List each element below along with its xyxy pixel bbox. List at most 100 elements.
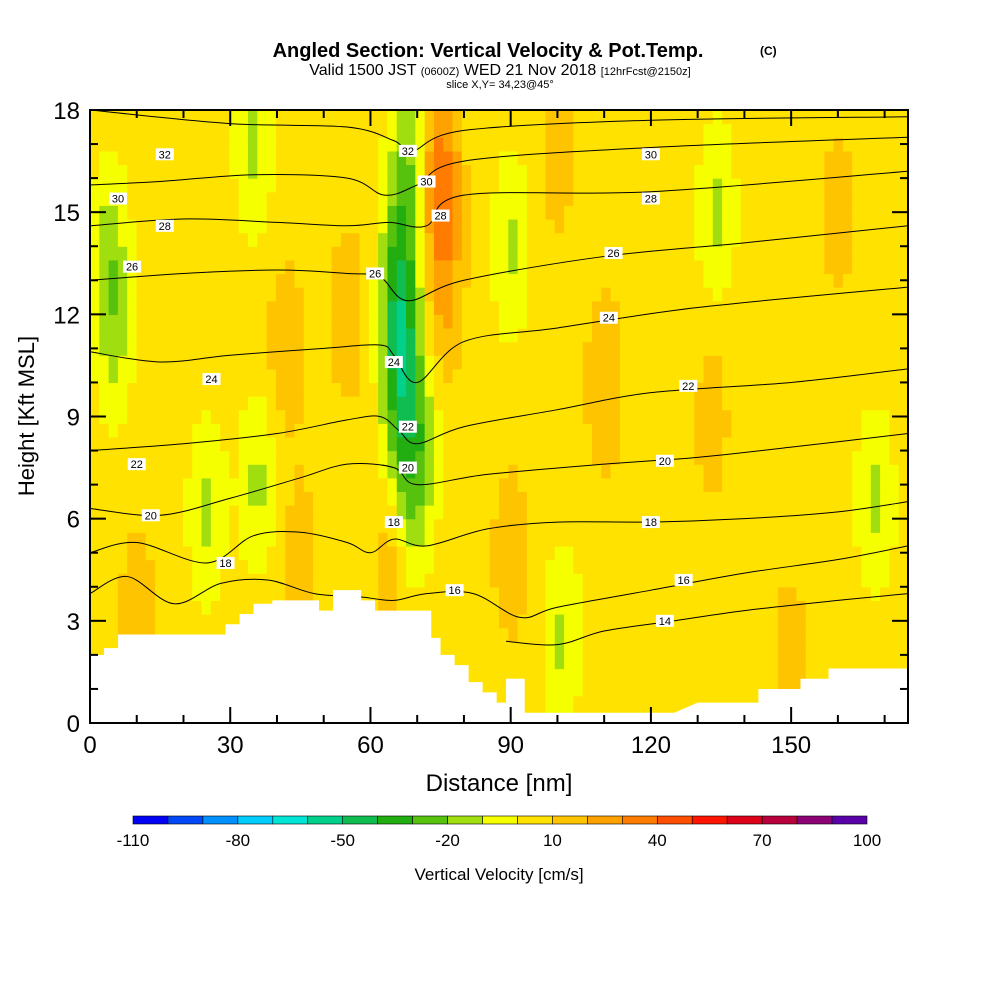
- field-cell: [787, 314, 798, 329]
- field-cell: [805, 436, 816, 452]
- field-cell: [499, 668, 509, 683]
- field-cell: [619, 327, 630, 343]
- field-cell: [749, 110, 760, 125]
- field-cell: [452, 300, 463, 315]
- field-cell: [861, 436, 872, 452]
- field-cell: [359, 205, 370, 220]
- field-cell: [517, 668, 528, 683]
- field-cell: [164, 423, 175, 438]
- field-cell: [759, 573, 770, 588]
- field-cell: [210, 300, 221, 315]
- field-cell: [805, 614, 816, 629]
- field-cell: [127, 409, 138, 424]
- field-cell: [787, 178, 798, 193]
- field-cell: [815, 396, 825, 411]
- contour-label-26: 26: [366, 267, 385, 280]
- field-cell: [117, 314, 128, 329]
- field-cell: [889, 287, 900, 302]
- field-cell: [452, 396, 463, 411]
- field-cell: [731, 314, 742, 329]
- field-cell: [489, 532, 500, 547]
- field-cell: [480, 477, 491, 493]
- field-cell: [889, 491, 900, 506]
- field-cell: [638, 573, 649, 588]
- field-cell: [731, 327, 742, 343]
- field-cell: [90, 287, 100, 302]
- field-cell: [406, 246, 416, 261]
- field-cell: [824, 164, 835, 179]
- field-cell: [861, 259, 872, 275]
- field-cell: [657, 150, 667, 166]
- field-cell: [536, 300, 547, 315]
- field-cell: [173, 396, 184, 411]
- field-cell: [591, 409, 602, 424]
- field-cell: [545, 600, 556, 615]
- field-cell: [564, 246, 574, 261]
- field-cell: [526, 300, 537, 315]
- field-cell: [815, 600, 825, 615]
- field-cell: [657, 341, 667, 356]
- field-cell: [350, 436, 361, 452]
- field-cell: [731, 191, 742, 206]
- field-cell: [564, 545, 574, 561]
- field-cell: [796, 627, 807, 642]
- field-cell: [508, 600, 519, 615]
- field-cell: [443, 641, 454, 656]
- field-cell: [182, 464, 193, 479]
- field-cell: [675, 464, 686, 479]
- field-cell: [201, 246, 212, 261]
- field-cell: [396, 232, 407, 247]
- field-cell: [666, 491, 677, 506]
- field-cell: [433, 518, 444, 533]
- field-cell: [220, 246, 231, 261]
- field-cell: [842, 614, 853, 629]
- field-cell: [471, 668, 482, 683]
- field-cell: [127, 314, 138, 329]
- field-cell: [852, 614, 863, 629]
- field-cell: [192, 355, 203, 370]
- field-cell: [90, 450, 100, 465]
- field-cell: [238, 150, 249, 166]
- field-cell: [759, 668, 770, 683]
- field-cell: [796, 464, 807, 479]
- field-cell: [657, 573, 667, 588]
- field-cell: [861, 246, 872, 261]
- svg-text:30: 30: [645, 149, 657, 161]
- field-cell: [852, 545, 863, 561]
- field-cell: [647, 614, 658, 629]
- field-cell: [833, 559, 844, 574]
- field-cell: [657, 178, 667, 193]
- field-cell: [582, 341, 593, 356]
- field-cell: [396, 137, 407, 152]
- field-cell: [471, 450, 482, 465]
- field-cell: [340, 164, 351, 179]
- contour-label-20: 20: [655, 454, 674, 468]
- field-cell: [731, 164, 742, 179]
- field-cell: [731, 627, 742, 642]
- field-cell: [712, 205, 723, 220]
- field-cell: [136, 300, 147, 315]
- field-cell: [108, 600, 119, 615]
- field-cell: [629, 695, 640, 710]
- field-cell: [657, 368, 667, 384]
- field-cell: [368, 314, 379, 329]
- field-cell: [210, 341, 221, 356]
- field-cell: [824, 232, 835, 247]
- field-cell: [740, 559, 751, 574]
- field-cell: [880, 178, 891, 193]
- field-cell: [443, 450, 454, 465]
- field-cell: [666, 123, 677, 138]
- field-cell: [694, 409, 705, 424]
- field-cell: [396, 559, 407, 574]
- field-cell: [424, 110, 435, 125]
- field-cell: [452, 573, 463, 588]
- field-cell: [657, 382, 667, 397]
- field-cell: [582, 436, 593, 452]
- field-cell: [201, 450, 212, 465]
- field-cell: [201, 300, 212, 315]
- field-cell: [833, 314, 844, 329]
- field-cell: [573, 287, 584, 302]
- field-cell: [684, 191, 695, 206]
- field-cell: [452, 259, 463, 275]
- field-cell: [108, 259, 119, 275]
